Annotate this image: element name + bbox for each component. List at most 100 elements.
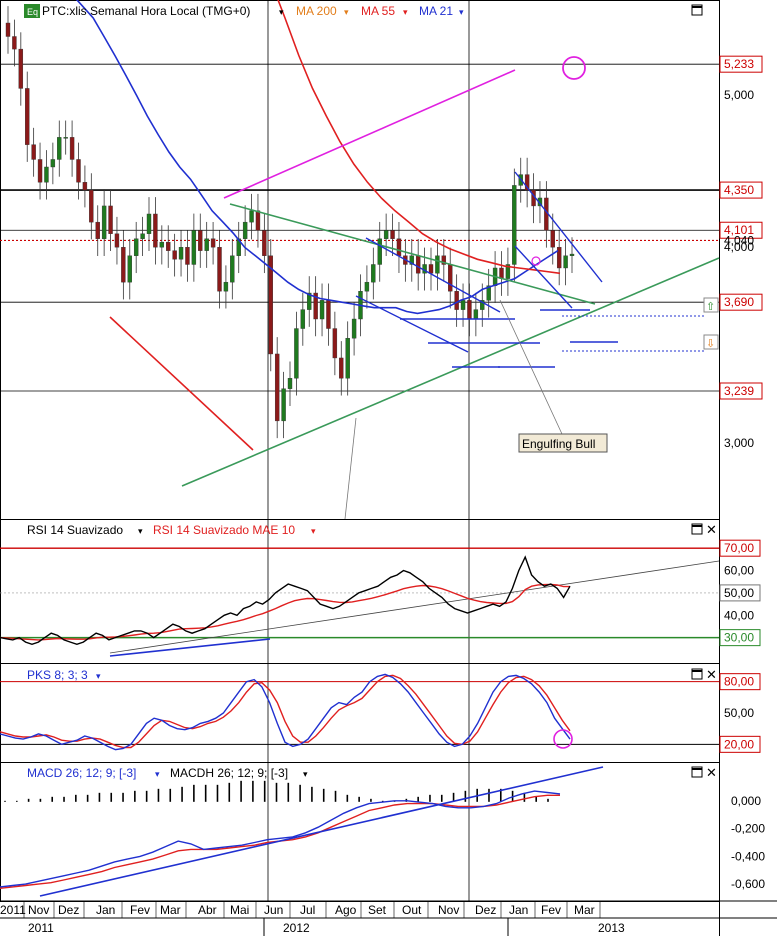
x-tick-label: Ago xyxy=(335,903,357,917)
price-candle xyxy=(101,205,107,239)
price-candle xyxy=(480,300,485,310)
ma21-line xyxy=(75,0,559,315)
price-candle xyxy=(25,88,30,145)
price-candle xyxy=(313,292,318,320)
pks-k-line xyxy=(0,673,571,751)
x-tick-label: Set xyxy=(368,903,387,917)
engulfing-bull-label: Engulfing Bull xyxy=(522,437,595,451)
legend-macdh[interactable]: MACDH 26; 12; 9; [-3] xyxy=(170,766,288,780)
rsi-tick-box xyxy=(719,584,761,602)
rsi-tick-label: 60,00 xyxy=(724,564,754,578)
price-candle xyxy=(198,230,203,251)
price-candle xyxy=(371,264,376,283)
price-candle xyxy=(326,300,331,329)
price-candle xyxy=(57,137,62,160)
price-candle xyxy=(351,318,357,339)
price-candle xyxy=(50,159,56,168)
legend-ma200[interactable]: MA 200 xyxy=(296,4,337,18)
price-candle xyxy=(178,247,184,260)
rsi-tick-label: 40,00 xyxy=(724,608,754,622)
x-tick-label: 2011 xyxy=(0,903,26,917)
magenta-target-circle xyxy=(562,56,586,80)
price-tick-label: 3,000 xyxy=(724,436,754,450)
price-candle xyxy=(364,281,370,292)
x-tick-label: Mar xyxy=(574,903,595,917)
price-candle xyxy=(133,238,139,256)
price-candle xyxy=(12,36,17,50)
pks-maximize-icon[interactable] xyxy=(691,668,703,680)
price-candle xyxy=(210,238,216,248)
legend-macd[interactable]: MACD 26; 12; 9; [-3] xyxy=(27,766,136,780)
rsi-close-icon[interactable]: ✕ xyxy=(706,522,717,537)
engulfing-bull-box[interactable] xyxy=(518,433,608,453)
price-maximize-icon[interactable] xyxy=(691,4,703,16)
x-tick-label: Jul xyxy=(300,903,315,917)
pks-d-line xyxy=(0,674,571,749)
price-candle xyxy=(44,166,49,183)
price-label-box xyxy=(719,293,763,311)
macd-dropdown-icon[interactable]: ▾ xyxy=(155,769,160,779)
price-candle xyxy=(153,213,158,248)
price-candle xyxy=(454,290,459,310)
price-candle xyxy=(268,255,273,355)
green-ascending-trendline xyxy=(181,257,720,487)
legend-ma55[interactable]: MA 55 xyxy=(361,4,395,18)
price-candle xyxy=(499,267,504,279)
pks-tick-label: 50,00 xyxy=(724,706,754,720)
rsi-tick-label: 70,00 xyxy=(724,541,754,555)
price-candle xyxy=(441,255,447,265)
price-candle xyxy=(242,221,248,239)
rsi-dropdown-icon[interactable]: ▾ xyxy=(138,526,143,536)
x-tick-label: Nov xyxy=(438,903,459,917)
x-year-label: 2013 xyxy=(598,921,625,935)
rsi-tick-label: 50,00 xyxy=(724,586,754,600)
macd-close-icon[interactable]: ✕ xyxy=(706,765,717,780)
alert-up-glyph: ⇧ xyxy=(706,301,715,313)
pks-close-icon[interactable]: ✕ xyxy=(706,667,717,682)
price-candle xyxy=(512,185,517,265)
price-tick-label: 5,000 xyxy=(724,88,754,102)
macd-maximize-icon[interactable] xyxy=(691,766,703,778)
ma200-dropdown-icon[interactable]: ▾ xyxy=(344,7,349,17)
legend-pks[interactable]: PKS 8; 3; 3 xyxy=(27,668,88,682)
price-candle xyxy=(69,137,75,160)
price-candle xyxy=(281,388,286,422)
ma55-dropdown-icon[interactable]: ▾ xyxy=(403,7,408,17)
pks-magenta-circle xyxy=(553,729,573,749)
chart-title[interactable]: PTC:xlis Semanal Hora Local (TMG+0) xyxy=(42,4,250,18)
price-candle xyxy=(556,247,562,269)
macdh-dropdown-icon[interactable]: ▾ xyxy=(303,769,308,779)
x-tick-label: Jan xyxy=(96,903,115,917)
title-dropdown-icon[interactable]: ▾ xyxy=(279,7,284,17)
x-year-label: 2012 xyxy=(283,921,310,935)
ma21-dropdown-icon[interactable]: ▾ xyxy=(459,7,464,17)
price-candle xyxy=(460,300,466,310)
price-candle xyxy=(249,210,254,223)
price-level-label: 4,350 xyxy=(724,183,754,197)
price-level-label: 4,101 xyxy=(724,223,754,237)
price-candle xyxy=(5,22,11,37)
green-descending-trendline xyxy=(229,203,596,305)
price-label-box xyxy=(719,221,763,239)
rsi-ma-dropdown-icon[interactable]: ▾ xyxy=(311,526,316,536)
price-candle xyxy=(505,264,511,279)
pks-dropdown-icon[interactable]: ▾ xyxy=(96,671,101,681)
price-level-label: 5,233 xyxy=(724,57,754,71)
price-candle xyxy=(390,230,395,239)
x-tick-label: Jan xyxy=(509,903,528,917)
rsi-maximize-icon[interactable] xyxy=(691,523,703,535)
legend-rsi[interactable]: RSI 14 Suavizado xyxy=(27,523,123,537)
price-level-label: 3,690 xyxy=(724,295,754,309)
macd-tick-label: -0,400 xyxy=(731,849,765,863)
legend-rsi-ma[interactable]: RSI 14 Suavizado MAE 10 xyxy=(153,523,295,537)
pks-tick-box xyxy=(719,735,761,753)
magenta-trendline xyxy=(223,69,516,199)
price-candle xyxy=(524,174,530,191)
price-candle xyxy=(37,159,43,183)
legend-ma21[interactable]: MA 21 xyxy=(419,4,453,18)
symbol-badge[interactable] xyxy=(24,4,40,18)
price-candle xyxy=(140,233,145,239)
price-candle xyxy=(204,238,209,251)
